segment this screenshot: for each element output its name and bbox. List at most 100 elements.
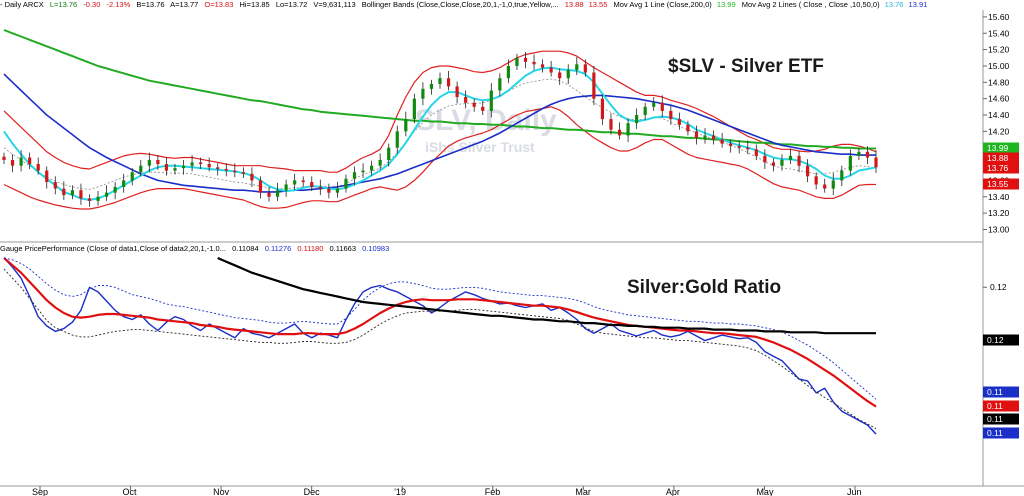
candle: [446, 70, 451, 91]
candle: [310, 176, 314, 192]
value-badge: 0.11: [983, 427, 1019, 439]
header-high: Hi=13.85: [240, 0, 270, 9]
candle: [771, 158, 776, 172]
svg-text:13.99: 13.99: [987, 143, 1009, 153]
candle: [387, 143, 391, 167]
x-tick-label: Nov: [213, 487, 230, 496]
header-bb-lower: 13.55: [589, 0, 608, 9]
ratio-axis-ticks: 0.12: [983, 282, 1007, 292]
candle: [258, 176, 263, 199]
value-badge: 13.99: [983, 142, 1019, 154]
candle: [267, 186, 271, 202]
ratio-pane: [3, 256, 877, 435]
candle: [823, 178, 827, 193]
candle: [318, 179, 322, 196]
candle: [575, 56, 579, 75]
candle: [566, 64, 570, 84]
candle: [173, 164, 177, 175]
value-badge: 0.12: [983, 334, 1019, 346]
candle: [831, 173, 835, 196]
svg-text:- Daily ARCX L=13.76: - Daily ARCX L=13.76 -0.30 -2.13% B=13.7…: [0, 0, 927, 9]
candle: [532, 54, 536, 71]
candle: [79, 183, 83, 205]
candle: [233, 163, 237, 178]
candle: [489, 83, 493, 118]
svg-text:0.12: 0.12: [987, 335, 1004, 345]
candle: [797, 150, 801, 173]
header-low: Lo=13.72: [276, 0, 308, 9]
header-ma2: Mov Avg 2 Lines ( Close , Close ,10,50,0…: [742, 0, 880, 9]
candle: [788, 148, 793, 165]
svg-text:13.76: 13.76: [987, 163, 1009, 173]
x-tick-label: '19: [394, 487, 406, 496]
y-tick-label: 14.20: [988, 126, 1010, 136]
candle: [421, 82, 425, 106]
x-tick-label: Apr: [666, 487, 680, 496]
candle: [352, 166, 357, 186]
candle: [609, 113, 613, 135]
candle: [293, 173, 297, 191]
candle: [36, 157, 40, 175]
candle: [96, 191, 100, 206]
candle: [506, 59, 510, 84]
candle: [164, 157, 169, 176]
candle: [806, 159, 810, 183]
value-badge: 0.11: [983, 386, 1019, 398]
candle: [412, 93, 416, 124]
value-badge: 0.11: [983, 400, 1019, 412]
candle: [207, 157, 211, 172]
series-line-lower-0: [3, 257, 877, 435]
candle: [301, 176, 305, 187]
candle: [677, 112, 681, 130]
y-tick-label: 14.80: [988, 77, 1010, 87]
candle: [139, 159, 143, 177]
chart-title-slv: $SLV - Silver ETF: [668, 56, 824, 77]
candle: [558, 68, 562, 85]
svg-text:Gauge PricePerformance (Close: Gauge PricePerformance (Close of data1,C…: [0, 244, 389, 253]
y-tick-label: 15.60: [988, 12, 1010, 22]
candle: [224, 163, 228, 177]
candle: [344, 174, 348, 193]
candle: [515, 53, 519, 71]
svg-text:0.11: 0.11: [987, 387, 1003, 397]
candle: [429, 79, 434, 95]
svg-text:13.88: 13.88: [987, 153, 1009, 163]
header-bbands: Bollinger Bands (Close,Close,Close,20,1,…: [362, 0, 559, 9]
value-badge: 0.11: [983, 413, 1019, 425]
y-tick-label: 15.40: [988, 28, 1010, 38]
candle: [711, 130, 716, 145]
header-ma1-value: 13.99: [717, 0, 736, 9]
lower-header-label: Gauge PricePerformance (Close of data1,C…: [0, 244, 226, 253]
y-tick-label: 14.40: [988, 110, 1010, 120]
candle: [498, 73, 502, 97]
candle: [190, 155, 194, 172]
candle: [404, 111, 408, 137]
header-open: O=13.83: [204, 0, 233, 9]
candle: [455, 81, 459, 104]
candle: [540, 59, 545, 73]
candle: [275, 182, 280, 201]
candle: [122, 173, 126, 193]
svg-text:0.11: 0.11: [987, 401, 1003, 411]
header-change: -0.30: [83, 0, 100, 9]
candle: [754, 144, 758, 160]
candle: [250, 167, 254, 187]
series-line-upper-2: [3, 106, 876, 210]
candle: [840, 165, 844, 187]
lower-header: Gauge PricePerformance (Close of data1,C…: [0, 244, 389, 253]
candle: [87, 194, 92, 207]
header-symbol: - Daily ARCX: [0, 0, 44, 9]
candle: [660, 95, 664, 118]
candle: [874, 150, 878, 174]
header-ma2-value-2: 13.91: [909, 0, 928, 9]
candle: [53, 176, 57, 195]
candle: [523, 52, 528, 69]
header-bb-upper: 13.88: [565, 0, 584, 9]
y-tick-label: 0.12: [990, 282, 1007, 292]
candle: [181, 159, 186, 175]
candle: [62, 181, 66, 201]
chart-title-ratio: Silver:Gold Ratio: [627, 277, 781, 298]
candle: [694, 125, 699, 145]
